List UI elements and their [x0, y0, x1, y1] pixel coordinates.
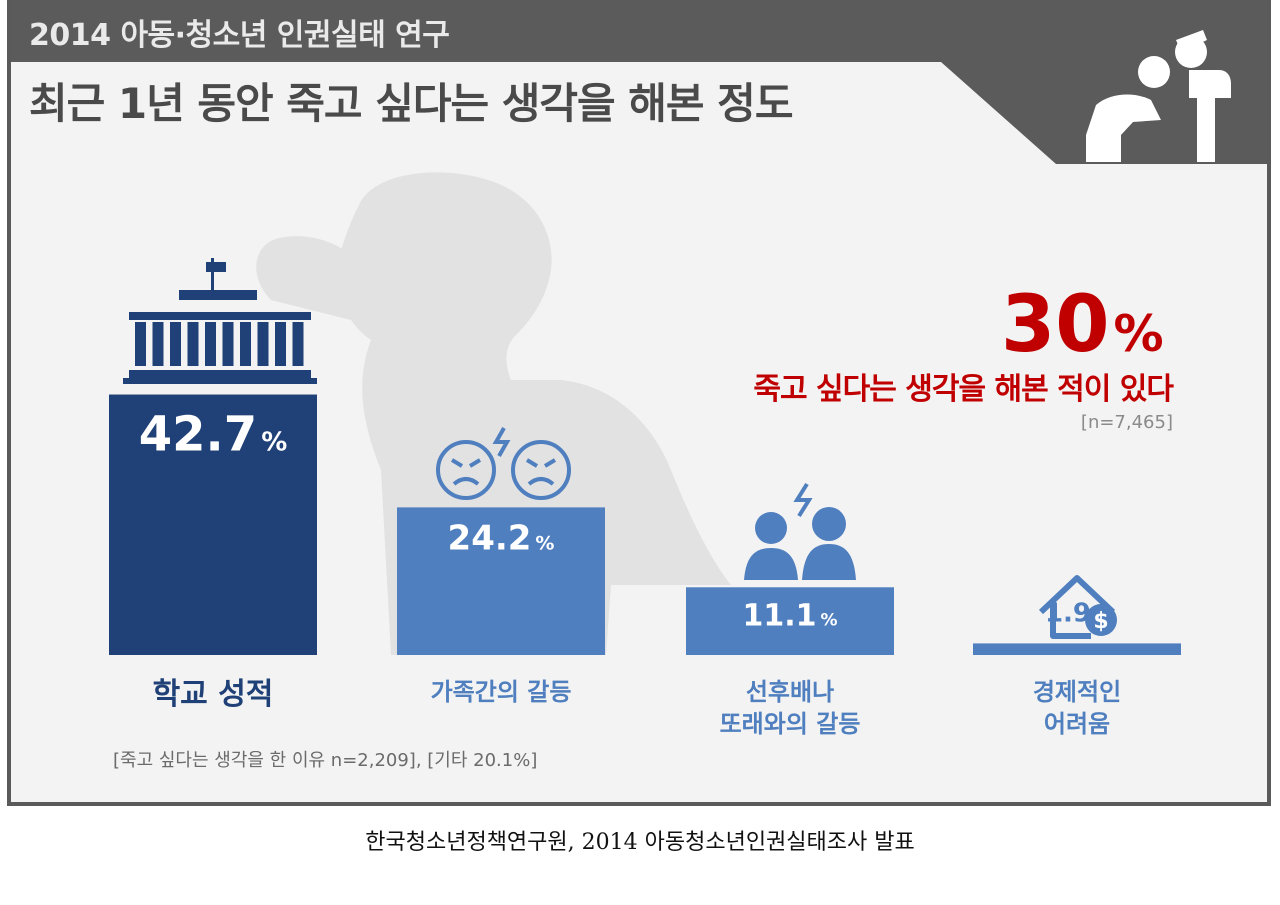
- category-label: 가족간의 갈등: [431, 678, 572, 706]
- bar-3: [686, 587, 894, 655]
- school-building-icon: [123, 258, 317, 384]
- bar-2: [397, 507, 605, 655]
- bar-1: [109, 394, 317, 655]
- footnote: [죽고 싶다는 생각을 한 이유 n=2,209], [기타 20.1%]: [113, 750, 538, 771]
- highlight-caption: 죽고 싶다는 생각을 해본 적이 있다: [753, 372, 1174, 407]
- highlight-value: 30: [1001, 280, 1110, 370]
- lightning-icon: [492, 427, 511, 457]
- dollar-sign: $: [1093, 609, 1108, 634]
- students-conflict-icon: [744, 507, 856, 580]
- header-kicker: 2014 아동·청소년 인권실태 연구: [29, 18, 450, 53]
- category-label: 경제적인: [1033, 678, 1121, 706]
- bar-value-unit: %: [820, 610, 837, 630]
- header-bar: [11, 0, 1267, 60]
- worried-people-icon: [1086, 30, 1231, 162]
- bar-4: [973, 643, 1181, 655]
- house-money-icon: [1038, 575, 1116, 639]
- highlight-stat: 30%: [1001, 280, 1164, 370]
- category-label: 어려움: [1044, 710, 1110, 738]
- bar-value-unit: %: [261, 428, 287, 458]
- infographic-card: 2014 아동·청소년 인권실태 연구 최근 1년 동안 죽고 싶다는 생각을 …: [7, 0, 1271, 806]
- category-label: 또래와의 갈등: [720, 710, 861, 738]
- sample-size: [n=7,465]: [1080, 412, 1173, 433]
- highlight-unit: %: [1113, 305, 1164, 363]
- category-label: 선후배나: [746, 678, 834, 706]
- source-caption: 한국청소년정책연구원, 2014 아동청소년인권실태조사 발표: [365, 830, 915, 855]
- category-label: 학교 성적: [153, 677, 274, 712]
- frustrated-faces-icon: [436, 440, 571, 500]
- lightning-icon: [793, 482, 813, 518]
- bar-value-unit: %: [535, 532, 554, 554]
- chart-title: 최근 1년 동안 죽고 싶다는 생각을 해본 정도: [29, 79, 793, 128]
- dollar-coin-icon: [1085, 604, 1117, 636]
